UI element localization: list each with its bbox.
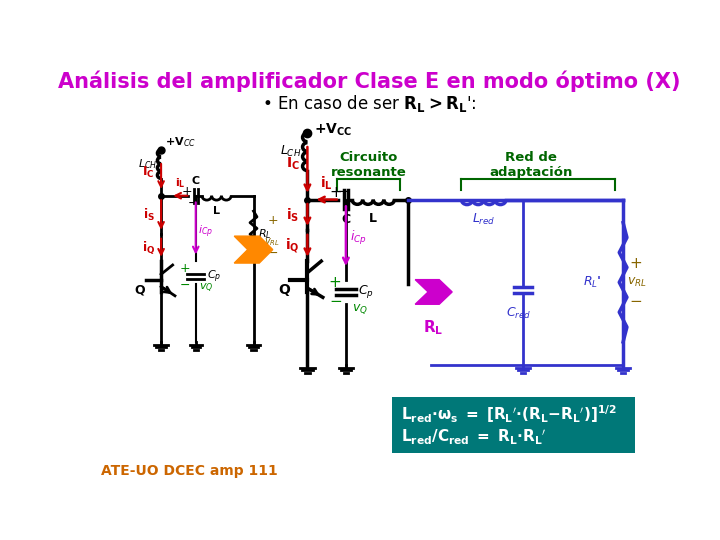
Text: $\mathbf{i_Q}$: $\mathbf{i_Q}$ [285,237,300,255]
Text: −: − [329,294,342,309]
Text: L: L [213,206,220,215]
Text: $v_{RL}$: $v_{RL}$ [627,276,647,289]
Polygon shape [234,236,273,263]
Text: −: − [180,279,190,292]
Text: $\mathbf{i_L}$: $\mathbf{i_L}$ [175,176,186,190]
Text: $\mathbf{R_L}$: $\mathbf{R_L}$ [423,318,444,337]
Text: $\mathbf{L_{red}/C_{red}\ =\ R_L{\cdot}R_L{'}}$: $\mathbf{L_{red}/C_{red}\ =\ R_L{\cdot}R… [401,428,547,447]
Text: +: + [181,185,192,198]
Text: $v_Q$: $v_Q$ [352,302,368,316]
Text: $L_{CH}$: $L_{CH}$ [138,157,157,171]
Text: +V$_{CC}$: +V$_{CC}$ [165,136,196,150]
Text: $\mathbf{I_C}$: $\mathbf{I_C}$ [286,155,300,172]
Text: +: + [267,214,278,227]
Text: $i_{Cp}$: $i_{Cp}$ [198,224,213,240]
Text: +$\mathbf{V_{CC}}$: +$\mathbf{V_{CC}}$ [314,122,352,138]
Text: +: + [330,185,342,200]
Text: −: − [629,294,642,309]
Text: $\mathbf{i_L}$: $\mathbf{i_L}$ [320,174,333,192]
Text: $L_{CH}$: $L_{CH}$ [280,144,301,159]
Text: $i_{Cp}$: $i_{Cp}$ [350,229,366,247]
Text: Q: Q [134,283,145,296]
Text: $R_L$: $R_L$ [258,227,271,241]
Text: Q: Q [279,282,290,296]
Text: Circuito
resonante: Circuito resonante [331,151,407,179]
Text: −: − [188,197,199,210]
Text: Análisis del amplificador Clase E en modo óptimo (X): Análisis del amplificador Clase E en mod… [58,71,680,92]
Polygon shape [415,280,452,304]
Text: $\mathbf{L_{red}{\cdot}\omega_s\ =\ [R_L{'}{\cdot}(R_L{-}R_L{'})]^{1/2}}$: $\mathbf{L_{red}{\cdot}\omega_s\ =\ [R_L… [401,403,617,425]
Text: $\mathbf{i_S}$: $\mathbf{i_S}$ [287,206,300,224]
Text: −: − [336,184,349,199]
Text: ATE-UO DCEC amp 111: ATE-UO DCEC amp 111 [101,464,278,478]
Text: +: + [328,275,341,290]
Text: $L_{red}$: $L_{red}$ [472,212,495,227]
Text: Red de
adaptación: Red de adaptación [489,151,572,179]
Text: $v_{RL}$: $v_{RL}$ [264,236,279,248]
Text: $v_Q$: $v_Q$ [199,281,213,295]
Text: • En caso de ser $\mathbf{R_L > R_L}$':: • En caso de ser $\mathbf{R_L > R_L}$': [262,93,476,114]
Text: $C_p$: $C_p$ [359,284,374,300]
Text: $\mathbf{i_Q}$: $\mathbf{i_Q}$ [142,239,155,256]
Text: $C_p$: $C_p$ [207,268,222,285]
Text: L: L [369,212,377,225]
Text: $C_{red}$: $C_{red}$ [506,306,532,321]
Text: C: C [341,213,351,226]
Text: C: C [192,177,200,186]
Text: −: − [267,247,278,260]
Text: $\mathbf{i_S}$: $\mathbf{i_S}$ [143,207,155,223]
FancyBboxPatch shape [392,397,634,453]
Text: $R_L$': $R_L$' [583,275,601,290]
Text: +: + [629,255,642,271]
Text: +: + [180,262,190,275]
Text: $\mathbf{I_C}$: $\mathbf{I_C}$ [143,165,155,180]
